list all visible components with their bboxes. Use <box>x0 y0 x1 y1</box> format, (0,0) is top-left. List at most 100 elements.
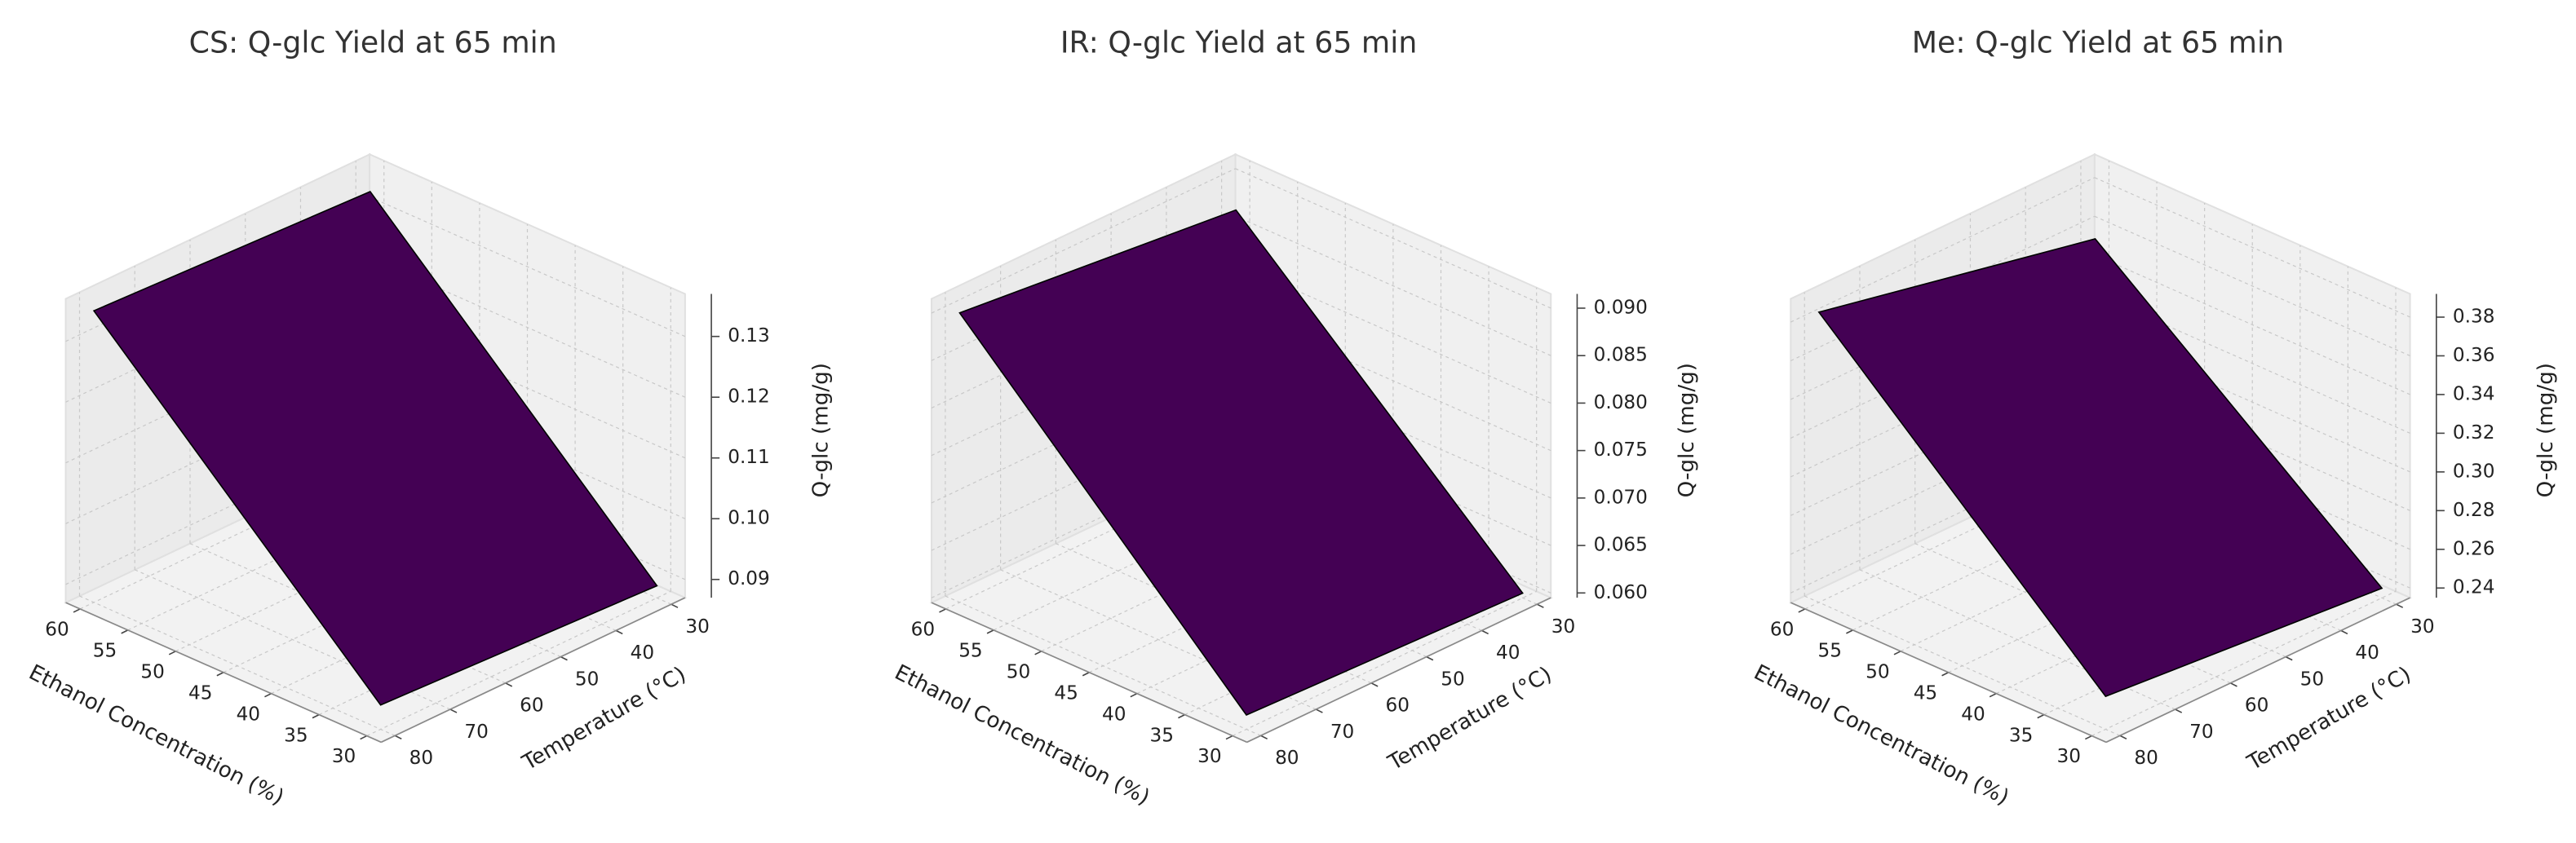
tick-mark <box>1370 682 1379 687</box>
grid-line <box>369 257 686 398</box>
surface <box>1817 238 2383 698</box>
y-tick-label: 30 <box>685 616 709 638</box>
z-tick-label: 0.090 <box>1594 297 1648 318</box>
tick-mark <box>1426 655 1434 661</box>
x-tick-label: 40 <box>1102 704 1126 725</box>
x-tick-label: 60 <box>1770 620 1794 641</box>
grid-line <box>1000 569 1317 710</box>
y-tick-label: 80 <box>1275 748 1299 769</box>
panel: 30 35 40 45 50 55 60 30 40 50 60 70 80 0.24 0.26 0.28 0.… <box>1750 24 2558 810</box>
x-tick-label: 50 <box>1866 661 1889 682</box>
x-tick-label: 60 <box>45 620 69 641</box>
grid-line <box>945 595 1261 736</box>
grid-line <box>1859 569 2175 710</box>
y-tick-label: 50 <box>1441 669 1464 690</box>
z-tick-label: 0.10 <box>728 508 770 529</box>
z-tick-label: 0.060 <box>1594 582 1648 603</box>
y-tick-label: 70 <box>2189 722 2213 743</box>
y-axis-line <box>2105 597 2410 744</box>
y-tick-label: 60 <box>2245 695 2268 717</box>
surface <box>92 190 658 706</box>
tick-mark <box>1260 735 1268 740</box>
x-tick-label: 60 <box>911 620 935 641</box>
chart-title: Me: Q-glc Yield at 65 min <box>1912 24 2284 60</box>
x-axis-line <box>931 602 1247 744</box>
tick-mark <box>1798 608 1806 613</box>
x-tick-label: 35 <box>284 725 308 746</box>
tick-mark <box>2340 629 2348 635</box>
tick-mark <box>2230 682 2237 687</box>
tick-mark <box>1536 603 1544 608</box>
tick-mark <box>2037 713 2045 719</box>
x-tick-label: 50 <box>140 661 164 682</box>
grid-line <box>369 196 686 338</box>
z-tick-label: 0.38 <box>2453 306 2495 327</box>
z-axis-label: Q-glc (mg/g) <box>1675 363 1699 497</box>
x-tick-label: 45 <box>1054 682 1078 704</box>
y-tick-label: 30 <box>2410 616 2434 638</box>
z-axis-label: Q-glc (mg/g) <box>809 363 834 497</box>
z-tick-label: 0.24 <box>2453 577 2495 598</box>
tick-mark <box>1178 713 1185 719</box>
x-tick-label: 30 <box>1197 746 1221 767</box>
grid-line <box>369 317 686 459</box>
y-tick-label: 70 <box>1330 722 1354 743</box>
y-tick-label: 50 <box>2300 669 2324 690</box>
x-axis-line <box>1790 602 2107 744</box>
surface <box>958 209 1524 717</box>
grid-line <box>2094 215 2410 357</box>
tick-mark <box>264 692 272 698</box>
tick-mark <box>671 603 679 608</box>
x-tick-label: 55 <box>93 641 117 662</box>
y-tick-label: 80 <box>409 748 433 769</box>
z-tick-label: 0.075 <box>1594 439 1648 461</box>
x-axis-line <box>65 602 382 744</box>
z-tick-label: 0.080 <box>1594 392 1648 413</box>
tick-mark <box>615 629 623 635</box>
x-tick-label: 35 <box>1150 725 1174 746</box>
tick-mark <box>1130 692 1138 698</box>
tick-mark <box>2119 735 2127 740</box>
grid-line <box>135 569 451 710</box>
y-axis-label: Temperature (°C) <box>2242 662 2414 775</box>
z-tick-label: 0.34 <box>2453 383 2495 404</box>
grid-line <box>2094 332 2410 473</box>
z-tick-label: 0.13 <box>728 325 770 346</box>
y-tick-label: 60 <box>1386 695 1410 717</box>
tick-mark <box>1034 651 1042 655</box>
y-axis-label: Temperature (°C) <box>518 662 690 775</box>
y-tick-label: 30 <box>1551 616 1575 638</box>
tick-mark <box>73 608 81 613</box>
z-tick-label: 0.070 <box>1594 487 1648 508</box>
chart-title: IR: Q-glc Yield at 65 min <box>1060 24 1417 60</box>
grid-line <box>1235 168 1551 309</box>
tick-mark <box>1082 672 1090 677</box>
x-tick-label: 35 <box>2009 725 2033 746</box>
tick-mark <box>2396 603 2404 608</box>
tick-mark <box>986 629 994 634</box>
panel: 30 35 40 45 50 55 60 30 40 50 60 70 80 0.060 0.065 0.07… <box>891 24 1699 810</box>
tick-mark <box>1941 672 1949 677</box>
tick-mark <box>312 713 320 719</box>
z-tick-label: 0.30 <box>2453 461 2495 482</box>
x-tick-label: 45 <box>188 682 212 704</box>
tick-mark <box>449 708 458 713</box>
tick-mark <box>216 672 224 677</box>
y-tick-label: 40 <box>1496 642 1520 664</box>
z-tick-label: 0.085 <box>1594 345 1648 366</box>
tick-mark <box>505 682 513 687</box>
z-tick-label: 0.09 <box>728 568 770 589</box>
z-tick-label: 0.28 <box>2453 500 2495 521</box>
y-axis-label: Temperature (°C) <box>1383 662 1556 775</box>
chart-title: CS: Q-glc Yield at 65 min <box>189 24 557 60</box>
tick-mark <box>394 735 402 740</box>
tick-mark <box>1315 708 1323 713</box>
z-tick-label: 0.26 <box>2453 538 2495 559</box>
tick-mark <box>2175 708 2183 713</box>
tick-mark <box>2084 735 2092 740</box>
grid-line <box>1235 263 1551 404</box>
grid-line <box>79 595 396 736</box>
y-tick-label: 80 <box>2134 748 2158 769</box>
x-tick-label: 55 <box>958 641 982 662</box>
